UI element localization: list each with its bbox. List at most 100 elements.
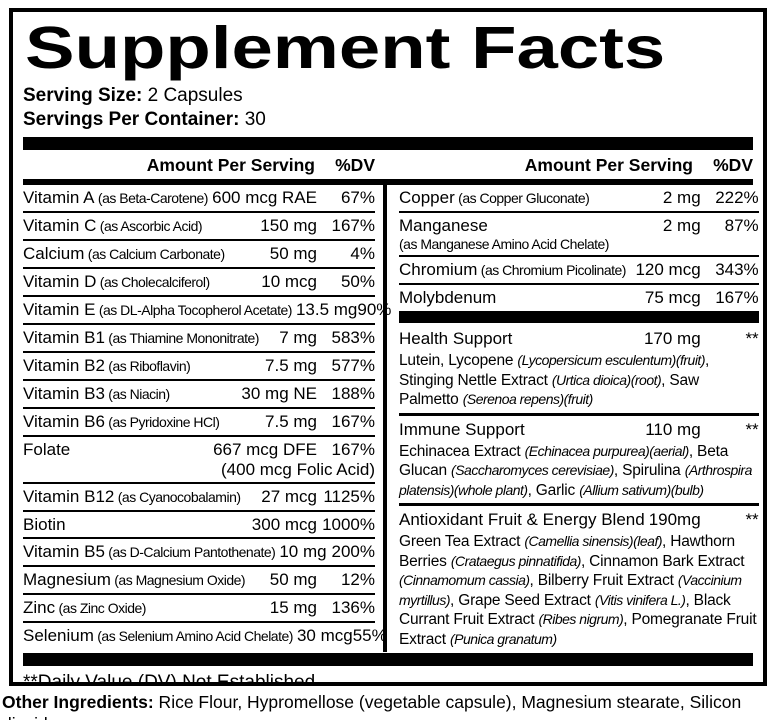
latin-name: (Saccharomyces cerevisiae) — [451, 462, 614, 478]
nutrient-amount: 75 mcg — [644, 288, 701, 307]
divider-bar-top — [23, 137, 753, 150]
nutrient-row: Vitamin B3 (as Niacin) 30 mg NE 188% — [23, 381, 375, 409]
nutrient-amount: 10 mcg — [261, 272, 317, 291]
nutrient-row-line: Vitamin B2 (as Riboflavin) 7.5 mg 577% — [23, 355, 375, 377]
amount-per-serving-header: Amount Per Serving — [524, 155, 693, 175]
nutrient-amount: 2 mg — [662, 188, 701, 207]
ingredient-name: , Spirulina — [613, 462, 685, 479]
nutrient-amount: 120 mcg — [635, 260, 701, 279]
blend-title-line: Health Support 170 mg ** — [399, 327, 759, 350]
nutrient-name: Copper (as Copper Gluconate) — [399, 188, 590, 207]
blend-ingredients: Green Tea Extract (Camellia sinensis)(le… — [399, 531, 759, 649]
blend-title-line: Antioxidant Fruit & Energy Blend 190mg ** — [399, 508, 759, 531]
nutrient-row: Manganese 2 mg 87% (as Manganese Amino Acid… — [399, 213, 759, 257]
latin-name: (Punica granatum) — [449, 630, 557, 647]
serving-size-label: Serving Size: — [23, 85, 143, 106]
nutrient-dv: 67% — [340, 188, 375, 207]
blend-section: Antioxidant Fruit & Energy Blend 190mg ** G… — [399, 506, 759, 652]
nutrient-dv: 55% — [352, 626, 387, 645]
nutrient-form: (as Manganese Amino Acid Chelate) — [399, 236, 609, 252]
blend-ingredients: Lutein, Lycopene (Lycopersicum esculentu… — [399, 350, 759, 410]
divider-bar-bottom — [23, 653, 753, 666]
other-ingredients: Other Ingredients: Rice Flour, Hypromell… — [0, 686, 776, 720]
nutrient-row: Vitamin B5 (as D-Calcium Pantothenate) 10… — [23, 539, 375, 567]
blend-title: Antioxidant Fruit & Energy Blend — [399, 510, 645, 529]
servings-per-container-line: Servings Per Container: 30 — [23, 108, 753, 132]
nutrient-form: (as Beta-Carotene) — [94, 190, 209, 206]
nutrient-form: (as Calcium Carbonate) — [84, 246, 225, 262]
nutrient-row-line: Calcium (as Calcium Carbonate) 50 mg 4% — [23, 243, 375, 265]
servings-per-container-label: Servings Per Container: — [23, 109, 240, 130]
latin-name: (Serenoa repens)(fruit) — [462, 391, 594, 407]
nutrient-row: Folate 667 mcg DFE 167% (400 mcg Folic Acid… — [23, 437, 375, 484]
ingredient-name: , Grape Seed Extract — [450, 591, 595, 609]
nutrient-row: Vitamin A (as Beta-Carotene) 600 mcg RAE 6… — [23, 185, 375, 213]
nutrient-row: Vitamin E (as DL-Alpha Tocopherol Acetat… — [23, 297, 391, 325]
nutrient-amount: 15 mg — [269, 598, 317, 617]
latin-name: (Allium sativum)(bulb) — [579, 481, 704, 498]
nutrient-amount: 50 mg — [269, 244, 317, 263]
ingredient-name: , Beta Glucan — [399, 442, 729, 480]
blend-title: Immune Support — [399, 419, 525, 439]
other-ingredients-text: Rice Flour, Hypromellose (vegetable caps… — [2, 692, 742, 720]
latin-name: (Vaccinium myrtillus) — [399, 572, 742, 608]
nutrient-row-line: Vitamin A (as Beta-Carotene) 600 mcg RAE 6… — [23, 187, 375, 209]
nutrient-row: Vitamin B6 (as Pyridoxine HCl) 7.5 mg 167% — [23, 409, 375, 437]
nutrient-amount: 30 mcg — [296, 626, 353, 645]
ingredient-name: , Black Currant Fruit Extract — [399, 591, 731, 629]
divider-bar-blends — [399, 311, 759, 323]
nutrient-form: (as Copper Gluconate) — [454, 190, 590, 206]
ingredient-name: , Bilberry Fruit Extract — [529, 572, 678, 589]
nutrient-row-line: Vitamin B6 (as Pyridoxine HCl) 7.5 mg 167% — [23, 411, 375, 433]
daily-value-note: **Daily Value (DV) Not Established — [23, 672, 316, 686]
blend-title: Health Support — [399, 329, 513, 348]
nutrient-dv: 12% — [340, 570, 375, 589]
right-minerals: Copper (as Copper Gluconate) 2 mg 222% Mang… — [399, 185, 759, 310]
nutrient-name: Vitamin B3 (as Niacin) — [23, 384, 170, 403]
nutrient-name: Folate — [23, 440, 71, 459]
ingredient-name: Lutein, Lycopene — [399, 352, 518, 369]
blend-amount: 170 mg — [643, 329, 701, 348]
nutrient-name: Vitamin A (as Beta-Carotene) — [23, 188, 209, 207]
serving-size-value: 2 Capsules — [147, 85, 243, 106]
nutrient-dv: 1000% — [322, 515, 375, 534]
blend-ingredients: Echinacea Extract (Echinacea purpurea)(a… — [399, 441, 759, 501]
latin-name: (Urtica dioica)(root) — [551, 371, 662, 388]
servings-per-container-value: 30 — [244, 109, 266, 130]
nutrient-amount: 7 mg — [279, 328, 317, 347]
percent-dv-header: %DV — [713, 155, 753, 175]
nutrient-amount: 300 mcg — [251, 515, 317, 534]
ingredient-name: , Stinging Nettle Extract — [399, 352, 710, 389]
nutrient-row: Vitamin B2 (as Riboflavin) 7.5 mg 577% — [23, 353, 375, 381]
nutrient-name: Vitamin B6 (as Pyridoxine HCl) — [23, 412, 220, 431]
latin-name: (Arthrospira platensis)(whole plant) — [399, 462, 752, 498]
nutrient-row-line: Zinc (as Zinc Oxide) 15 mg 136% — [23, 597, 375, 619]
nutrient-amount: 13.5 mg — [295, 300, 358, 319]
nutrient-dv: 343% — [715, 260, 759, 279]
nutrient-name: Vitamin D (as Cholecalciferol) — [23, 272, 210, 291]
nutrient-form: (as Ascorbic Acid) — [96, 218, 203, 234]
nutrient-name: Molybdenum — [399, 288, 497, 307]
nutrient-name: Vitamin B1 (as Thiamine Mononitrate) — [23, 328, 259, 347]
nutrient-name: Selenium (as Selenium Amino Acid Chelate… — [23, 626, 293, 645]
nutrient-form: (as Zinc Oxide) — [55, 600, 147, 616]
nutrient-row-line: Vitamin C (as Ascorbic Acid) 150 mg 167% — [23, 215, 375, 237]
amount-per-serving-header: Amount Per Serving — [146, 155, 315, 175]
nutrient-amount-secondary: (400 mcg Folic Acid) — [221, 460, 375, 479]
nutrient-amount: 10 mg — [279, 542, 327, 561]
ingredient-name: , Garlic — [527, 481, 580, 499]
nutrient-row-line: Vitamin B1 (as Thiamine Mononitrate) 7 mg… — [23, 327, 375, 349]
column-headers: Amount Per Serving %DV Amount Per Servin… — [23, 150, 753, 179]
latin-name: (Cinnamomum cassia) — [399, 572, 530, 588]
nutrient-row: Vitamin B12 (as Cyanocobalamin) 27 mcg 112… — [23, 484, 375, 512]
nutrient-amount: 30 mg NE — [241, 384, 317, 403]
serving-size-line: Serving Size: 2 Capsules — [23, 84, 753, 108]
nutrient-form: (as Riboflavin) — [104, 358, 191, 374]
nutrient-row: Vitamin B1 (as Thiamine Mononitrate) 7 mg… — [23, 325, 375, 353]
nutrient-row: Selenium (as Selenium Amino Acid Chelate… — [23, 623, 387, 649]
nutrient-name: Magnesium (as Magnesium Oxide) — [23, 570, 246, 589]
ingredient-name: , Saw Palmetto — [399, 371, 699, 409]
nutrient-row-line: Chromium (as Chromium Picolinate) 120 mcg… — [399, 259, 759, 281]
ingredient-name: , Cinnamon Bark Extract — [580, 552, 745, 570]
blend-title-line: Immune Support 110 mg ** — [399, 418, 759, 441]
